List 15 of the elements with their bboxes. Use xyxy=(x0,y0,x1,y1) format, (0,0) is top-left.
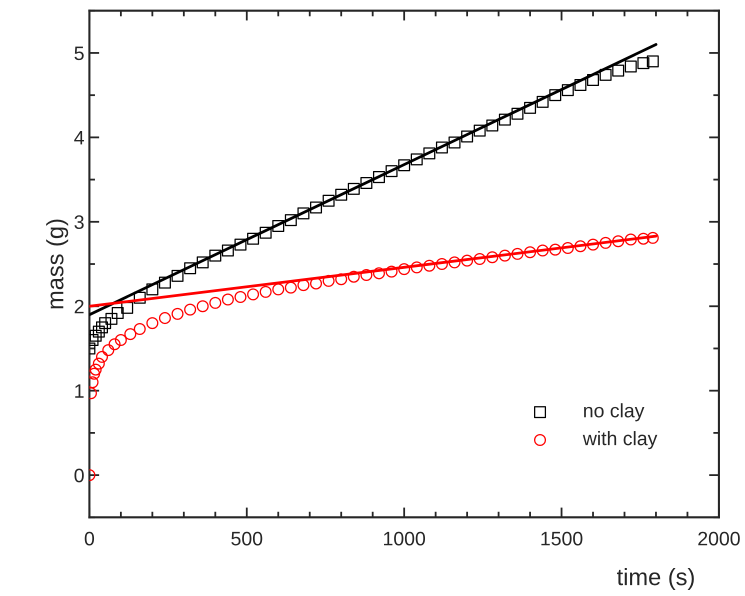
x-tick-label: 0 xyxy=(84,532,94,546)
y-tick-label: 5 xyxy=(74,46,84,60)
y-tick-label: 3 xyxy=(74,215,84,230)
legend-label: no clay xyxy=(584,403,644,422)
y-tick-label: 2 xyxy=(74,300,84,314)
x-tick-label: 1500 xyxy=(541,532,582,546)
y-axis-title: mass (g) xyxy=(46,220,68,308)
y-tick-label: 1 xyxy=(75,384,84,398)
y-tick-label: 4 xyxy=(74,131,84,144)
x-tick-label: 500 xyxy=(231,532,262,546)
x-tick-label: 1000 xyxy=(384,532,426,546)
legend-label: with clay xyxy=(582,431,658,450)
x-tick-label: 2000 xyxy=(698,532,740,546)
x-axis-title: time (s) xyxy=(616,568,694,590)
y-tick-label: 0 xyxy=(74,468,84,482)
